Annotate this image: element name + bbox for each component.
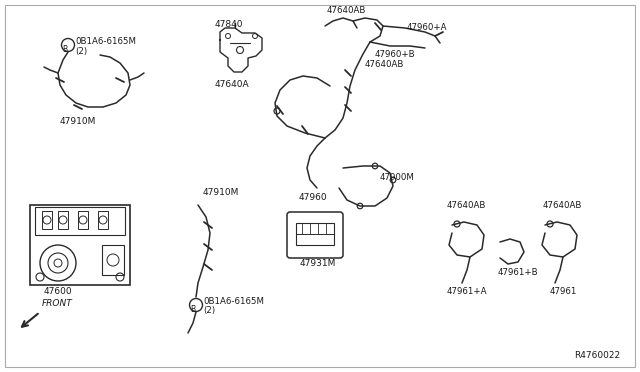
Bar [58, 211, 68, 229]
Bar [78, 211, 88, 229]
Text: R4760022: R4760022 [574, 351, 620, 360]
Text: (2): (2) [75, 46, 87, 55]
Bar [35, 207, 125, 235]
Text: 47961: 47961 [550, 287, 577, 296]
Text: 47640AB: 47640AB [543, 201, 582, 210]
Text: B: B [63, 45, 68, 54]
Bar [42, 211, 52, 229]
Text: 47640AB: 47640AB [365, 60, 404, 69]
Text: 47931M: 47931M [300, 259, 337, 268]
Text: 47961+B: 47961+B [498, 268, 539, 277]
Text: 47640AB: 47640AB [327, 6, 366, 15]
Text: 47600: 47600 [44, 287, 72, 296]
Bar [30, 205, 130, 285]
Text: 0B1A6-6165M: 0B1A6-6165M [75, 36, 136, 45]
Text: FRONT: FRONT [42, 299, 73, 308]
Text: 47640AB: 47640AB [447, 201, 486, 210]
Text: 47910M: 47910M [203, 188, 239, 197]
Bar [102, 245, 124, 275]
Text: 47900M: 47900M [380, 173, 415, 182]
Text: 47910M: 47910M [60, 117, 96, 126]
Text: 0B1A6-6165M: 0B1A6-6165M [203, 296, 264, 305]
Text: (2): (2) [203, 307, 215, 315]
Text: 47961+A: 47961+A [447, 287, 488, 296]
Text: 47960+A: 47960+A [407, 23, 447, 32]
Text: 47960+B: 47960+B [375, 50, 415, 59]
Bar [296, 223, 334, 245]
Text: B: B [191, 305, 196, 314]
Text: 47960: 47960 [299, 193, 327, 202]
Bar [98, 211, 108, 229]
Text: 47840: 47840 [215, 20, 243, 29]
Text: 47640A: 47640A [215, 80, 250, 89]
